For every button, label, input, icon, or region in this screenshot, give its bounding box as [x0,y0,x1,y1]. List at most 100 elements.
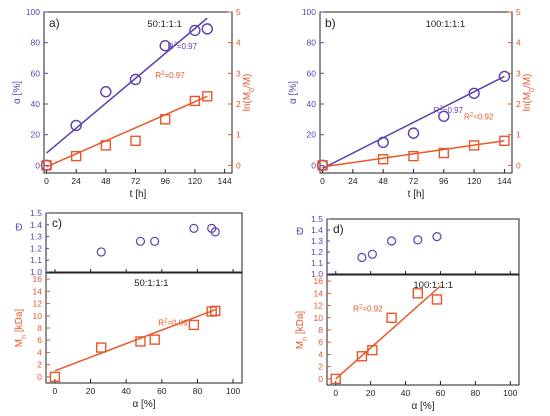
y-left-tick-label: 100 [302,7,316,17]
y-left-axis-label: α [%] [12,81,23,104]
alpha-point [189,24,201,37]
dispersity-point [210,227,220,237]
x-tick-label: 48 [101,176,111,186]
x-axis-label: t [h] [408,189,425,200]
ratio-label: 50:1:1:1 [147,19,181,30]
mn-point [135,336,146,347]
alpha-point [468,87,480,99]
x-tick-label: 96 [439,176,449,186]
y-left-tick-label: 80 [307,38,317,48]
y-bottom-tick-label: 4 [318,349,323,359]
mn-point [210,305,221,317]
ln-point [189,95,201,107]
x-tick-label: 40 [121,386,131,396]
ratio-label: 50:1:1:1 [134,278,168,289]
fit-line [335,285,441,380]
bottom-frame [45,272,243,384]
panel-c: 0 20 40 60 80 100 1.0 1.1 1.21.3 1.4 1.5 0 2 4 6 8 10 12 1… [14,208,243,410]
alpha-point [498,70,511,83]
mn-point [330,373,341,385]
x-tick-label: 0 [53,386,58,396]
alpha-point [70,119,82,132]
y-bottom-tick-label: 0 [37,372,42,382]
ln-point [317,160,328,171]
fit-line [322,140,505,168]
x-tick-label: 80 [471,388,481,398]
y-left-tick-label: 0 [311,160,316,170]
y-left-tick-label: 40 [307,99,317,109]
y-bottom-tick-label: 4 [37,347,42,357]
fit-line [54,308,216,372]
y-right-tick-label: 4 [236,38,241,48]
x-tick-label: 80 [193,386,203,396]
ln-point [468,140,480,151]
y-top-tick-label: 1.3 [30,232,42,242]
y-left-axis-label: α [%] [288,81,299,104]
ln-point [202,91,213,102]
alpha-point [100,86,112,98]
alpha-point [201,23,213,35]
ln-point [130,135,141,147]
r2-label: R2=0.97 [168,42,198,51]
dispersity-point [135,236,146,246]
y-top-tick-label: 1.1 [30,255,42,265]
y-top-axis-label: Đ [15,223,22,234]
r2-label: R2=0.97 [434,106,464,115]
mn-point [431,294,443,305]
fit-line [46,95,208,168]
y-right-tick-label: 2 [516,99,521,109]
r2-label: R2=0.92 [353,305,383,314]
r2-label: R2=0.96 [158,319,188,328]
ln-point [100,140,112,151]
y-bottom-tick-label: 10 [314,313,324,323]
y-right-tick-label: 2 [236,99,241,109]
x-tick-label: 60 [436,388,446,398]
x-tick-label: 20 [366,388,376,398]
y-bottom-tick-label: 16 [33,274,43,284]
dispersity-point [96,247,106,257]
dispersity-point [367,249,377,259]
x-tick-label: 0 [44,176,49,186]
ln-point [41,160,52,171]
y-left-tick-label: 80 [31,38,41,48]
x-axis-label: α [%] [411,401,434,412]
mn-point [96,342,107,353]
y-bottom-tick-label: 8 [37,323,42,333]
y-left-tick-label: 60 [31,68,41,78]
ln-point [377,153,389,165]
plot-frame [43,11,233,174]
y-top-tick-label: 1.4 [311,225,323,235]
x-tick-label: 60 [157,386,167,396]
y-top-tick-label: 1.2 [311,247,323,257]
panel-d: 0 20 40 60 80 100 1.01.11.21.31.41.5 0 2 4 6 8 10 12 1… [295,214,520,412]
dispersity-point [189,223,199,233]
x-tick-label: 100 [226,386,240,396]
x-tick-label: 24 [71,176,81,186]
y-bottom-tick-label: 12 [314,301,324,311]
fit-line [45,17,208,154]
y-bottom-tick-label: 10 [33,311,43,321]
plot-frame [319,11,513,174]
mn-point [367,344,378,356]
y-bottom-tick-label: 16 [314,276,324,286]
y-bottom-axis-label: Mn [kDa] [295,311,309,350]
x-tick-label: 144 [497,176,511,186]
y-left-tick-label: 60 [307,68,317,78]
top-frame [45,212,243,273]
y-top-tick-label: 1.3 [311,236,323,246]
panel-label: b) [325,16,336,30]
y-right-tick-label: 0 [236,160,241,170]
bottom-frame [326,274,520,386]
x-tick-label: 24 [348,176,358,186]
dispersity-point [386,236,397,246]
y-top-axis-label: Đ [296,227,303,238]
ln-point [438,147,449,159]
mn-point [412,288,423,299]
y-right-tick-label: 0 [516,160,521,170]
mn-point [149,334,160,345]
y-bottom-tick-label: 14 [314,288,324,298]
x-tick-label: 120 [467,176,481,186]
y-right-axis-label: ln(M0/M) [242,74,256,112]
y-right-tick-label: 5 [516,7,521,17]
